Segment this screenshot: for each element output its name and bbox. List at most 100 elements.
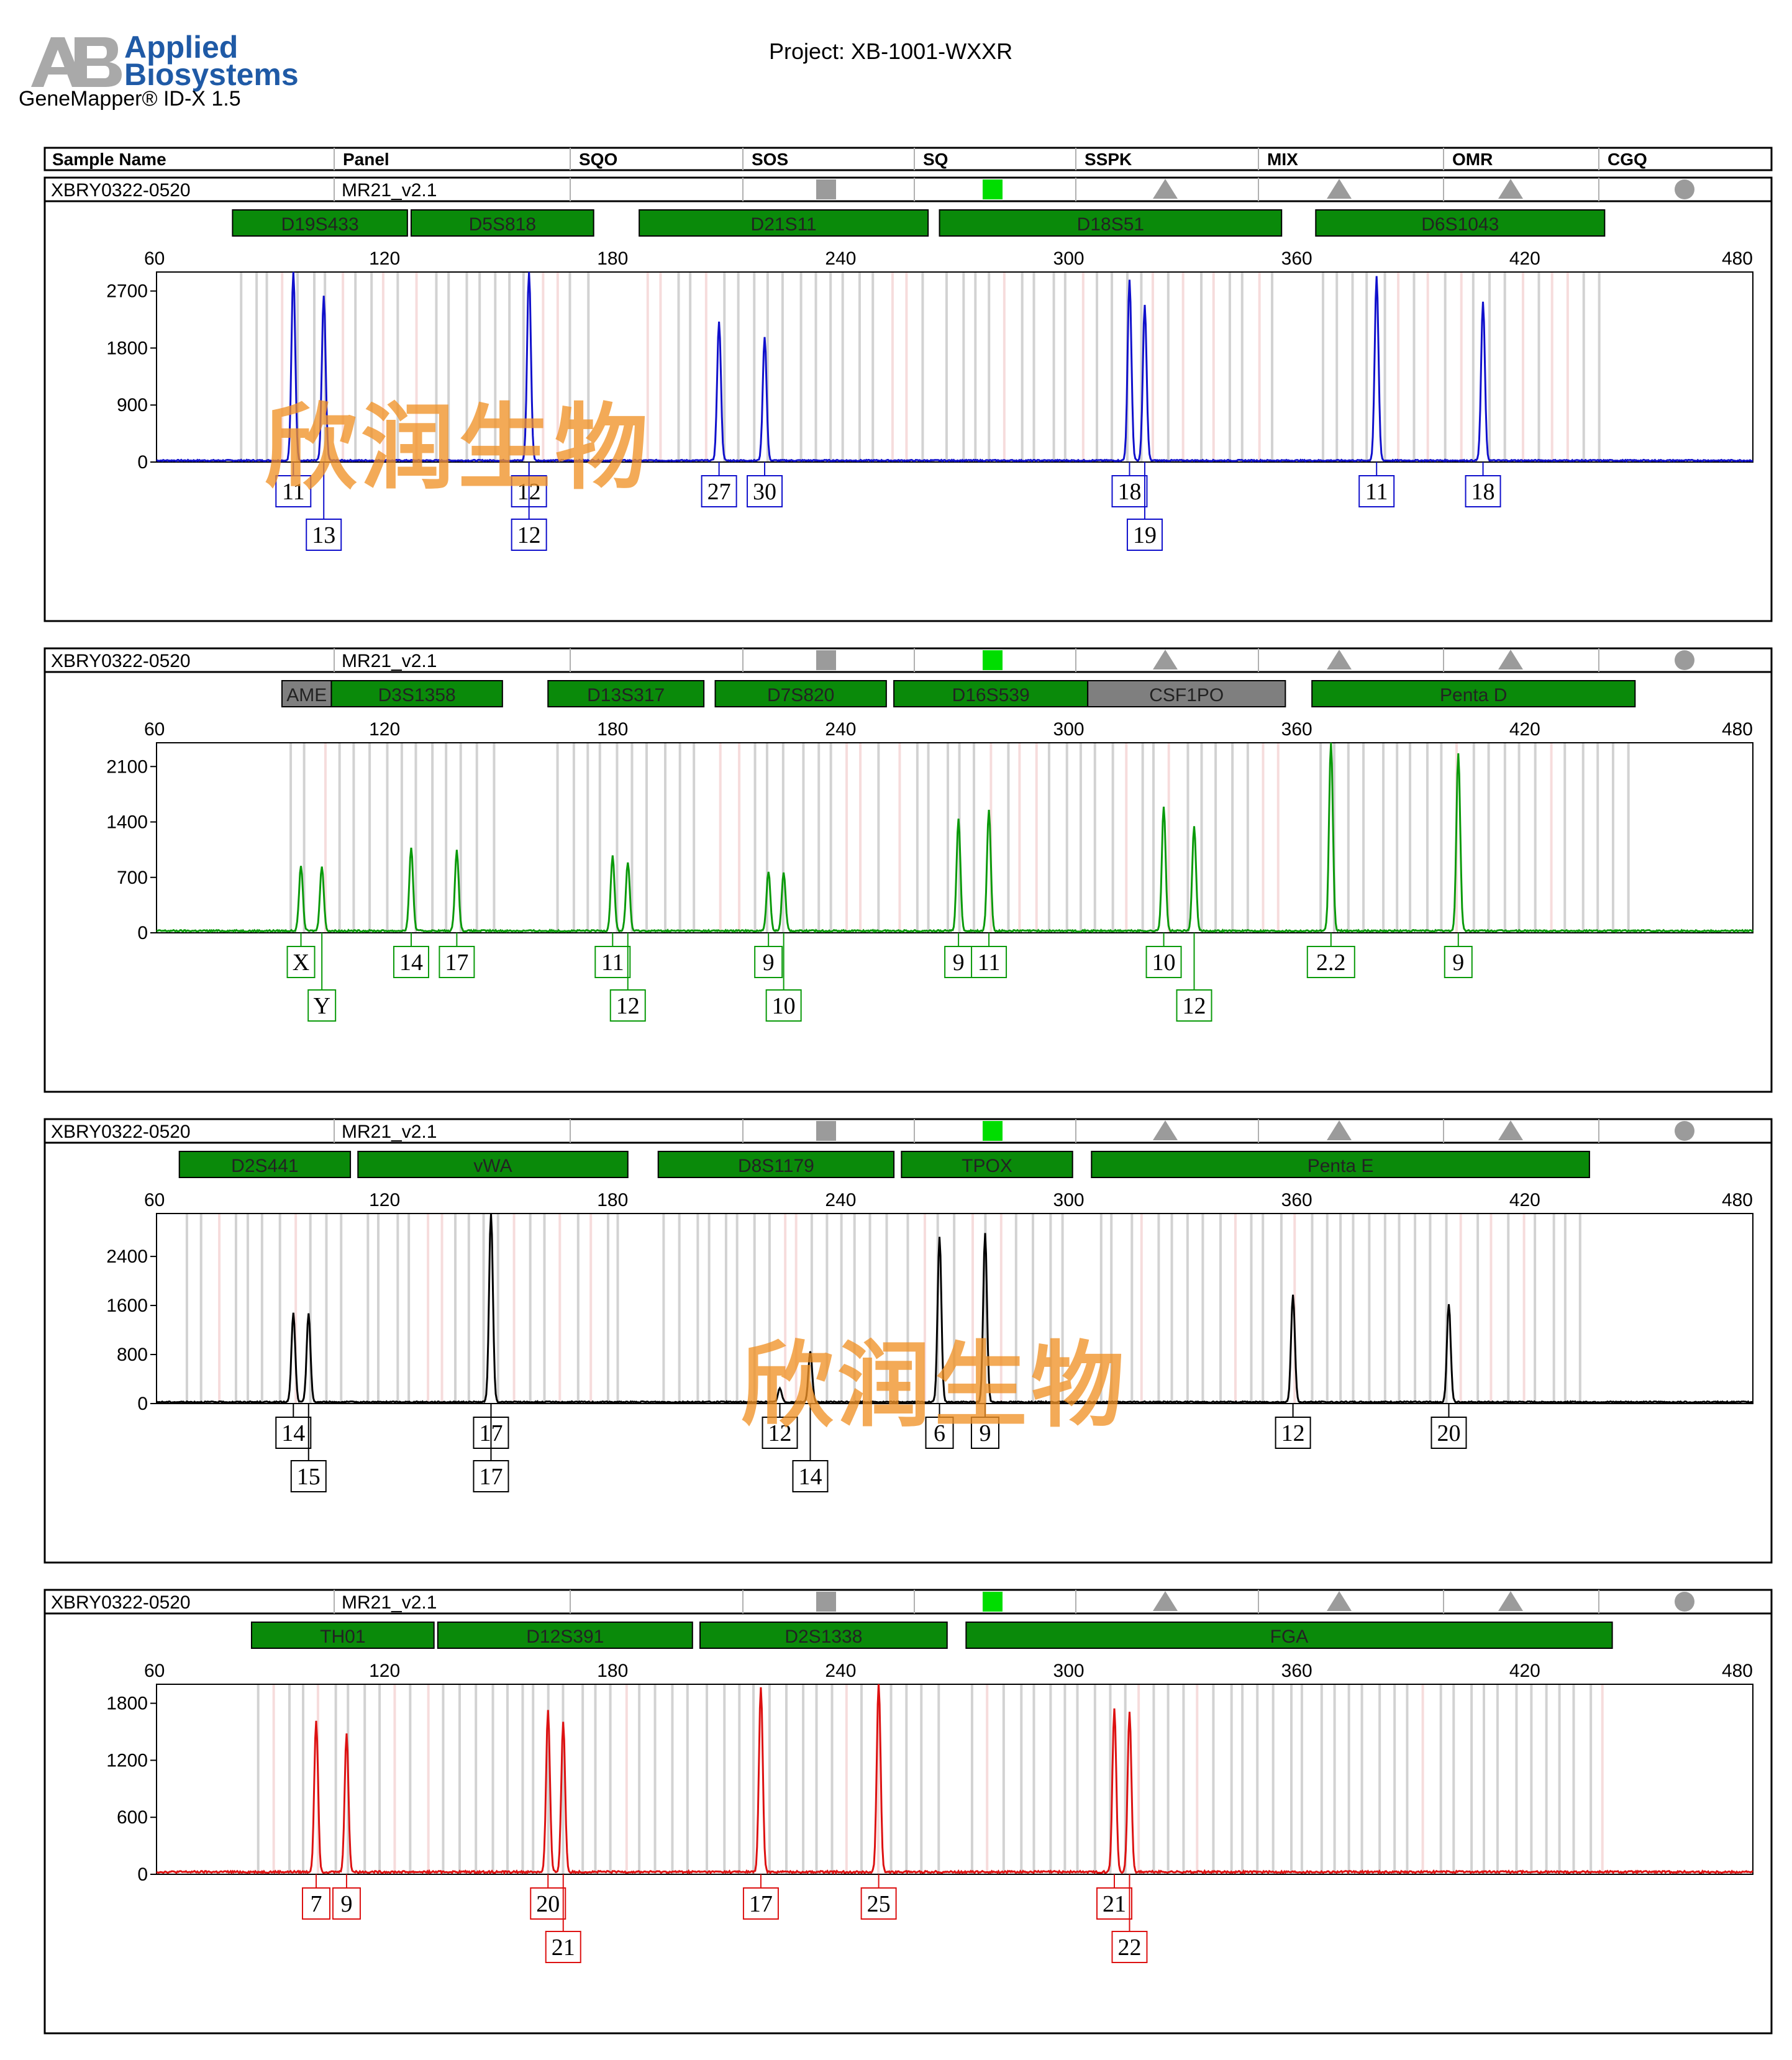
allele-label: 17: [479, 1464, 503, 1490]
bin-marker: [984, 1214, 987, 1404]
allele-label: 19: [1133, 522, 1157, 548]
bin-marker: [281, 272, 284, 462]
bin-marker: [853, 1214, 856, 1404]
bin-marker: [482, 1214, 485, 1404]
allele-label: 9: [1452, 950, 1464, 976]
x-tick-label: 420: [1509, 719, 1540, 740]
bin-marker: [1021, 272, 1024, 462]
bin-marker: [1347, 743, 1350, 933]
bin-marker: [1079, 743, 1082, 933]
bin-marker: [937, 1684, 940, 1874]
bin-marker: [296, 272, 299, 462]
y-tick-label: 0: [137, 923, 148, 943]
allele-label: 2.2: [1316, 950, 1346, 976]
plot-area: [156, 271, 1753, 463]
bin-marker: [1503, 743, 1506, 933]
allele-box: [511, 519, 547, 551]
locus-bar: [657, 1151, 895, 1178]
y-tick-label: 600: [117, 1807, 148, 1828]
bin-marker: [1517, 743, 1521, 933]
bin-marker: [1032, 1684, 1035, 1874]
bin-marker: [1627, 743, 1630, 933]
allele-label: 7: [311, 1891, 322, 1917]
bin-marker: [1490, 1214, 1493, 1404]
bin-marker: [871, 272, 875, 462]
bin-marker: [1230, 1684, 1233, 1874]
bin-marker: [678, 1214, 681, 1404]
allele-box: [1126, 519, 1163, 551]
x-tick-label: 420: [1509, 1190, 1540, 1210]
bin-marker: [1240, 272, 1244, 462]
bin-marker: [1125, 743, 1128, 933]
locus-bar: [410, 209, 594, 237]
bin-marker: [1063, 1684, 1067, 1874]
allele-box: [1111, 475, 1148, 507]
bin-marker: [506, 1684, 509, 1874]
locus-label: D16S539: [952, 685, 1030, 706]
allele-label: 21: [1103, 1891, 1126, 1917]
bin-marker: [645, 743, 648, 933]
locus-bar: [437, 1622, 693, 1649]
y-tick-label: 2400: [106, 1246, 148, 1267]
bin-marker: [475, 1684, 478, 1874]
bin-marker: [802, 1684, 805, 1874]
allele-box: [1444, 946, 1473, 978]
bin-marker: [972, 743, 975, 933]
y-tick-label: 1800: [106, 1694, 148, 1714]
bin-marker: [1383, 272, 1386, 462]
allele-box: [1111, 1931, 1148, 1963]
bin-marker: [381, 272, 384, 462]
bin-marker: [1439, 1684, 1442, 1874]
bin-marker: [768, 1214, 771, 1404]
bin-marker: [738, 743, 741, 933]
bin-marker: [898, 743, 901, 933]
locus-label: D2S1338: [785, 1627, 862, 1647]
flag-cgq-circle: [1675, 1121, 1694, 1141]
bin-marker: [1476, 1214, 1480, 1404]
flag-sq-square: [983, 1592, 1003, 1612]
bin-marker: [1228, 272, 1231, 462]
allele-box: [307, 989, 337, 1022]
bin-marker: [598, 743, 601, 933]
bin-marker: [1167, 743, 1170, 933]
bin-marker: [1109, 1684, 1112, 1874]
x-tick-label: 300: [1053, 1190, 1085, 1210]
bin-marker: [377, 1214, 380, 1404]
y-tick-label: 800: [117, 1345, 148, 1365]
panel-name: MR21_v2.1: [342, 651, 437, 671]
bin-marker: [1412, 272, 1416, 462]
allele-label: 12: [616, 993, 640, 1019]
allele-box: [792, 1460, 829, 1492]
bin-marker: [781, 743, 785, 933]
bin-marker: [1049, 1214, 1052, 1404]
flag-cgq-circle: [1675, 179, 1694, 199]
allele-box: [393, 946, 429, 978]
bin-marker: [678, 743, 681, 933]
bin-marker: [1271, 272, 1274, 462]
allele-box: [275, 1417, 312, 1449]
allele-label: 20: [536, 1891, 560, 1917]
bin-marker: [467, 1214, 470, 1404]
column-header-mix: MIX: [1267, 150, 1298, 169]
bin-marker: [1515, 1684, 1518, 1874]
sample-name: XBRY0322-0520: [51, 651, 191, 671]
bin-marker: [1258, 272, 1261, 462]
bin-marker: [255, 272, 258, 462]
y-tick-label: 700: [117, 868, 148, 888]
bin-marker: [974, 272, 977, 462]
brand-name-line1: Applied: [124, 30, 239, 65]
bin-marker: [868, 1214, 871, 1404]
bin-marker: [1365, 272, 1368, 462]
bin-marker: [1347, 1684, 1350, 1874]
allele-label: 12: [768, 1420, 792, 1446]
allele-box: [970, 1417, 999, 1449]
flag-sos-square: [816, 1592, 836, 1612]
locus-bar: [699, 1622, 948, 1649]
locus-label: TH01: [320, 1627, 365, 1647]
bin-marker: [532, 1684, 535, 1874]
sample-name: XBRY0322-0520: [51, 1592, 191, 1613]
bin-marker: [906, 1214, 909, 1404]
locus-label: D18S51: [1077, 214, 1144, 235]
bin-marker: [671, 1684, 674, 1874]
allele-box: [925, 1417, 954, 1449]
